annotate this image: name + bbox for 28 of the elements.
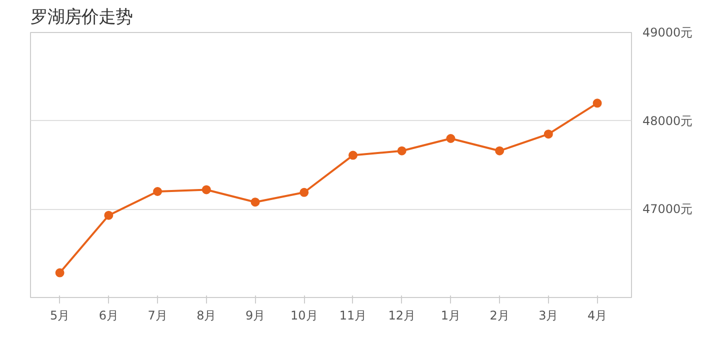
x-tick-label: 11月 (339, 308, 367, 322)
point (300, 188, 309, 197)
y-tick-label: 49000元 (642, 26, 693, 40)
y-tick-label: 47000元 (642, 202, 693, 216)
point (250, 198, 260, 207)
point (348, 150, 358, 160)
x-tick-label: 10月 (290, 308, 318, 322)
y-tick-label: 48000元 (642, 114, 693, 128)
point (153, 187, 162, 196)
point (55, 268, 64, 278)
x-tick-label: 5月 (50, 308, 70, 322)
x-tick-label: 9月 (245, 308, 266, 322)
point (446, 134, 456, 143)
point (104, 210, 114, 220)
x-tick-label: 12月 (388, 308, 416, 322)
x-tick-label: 6月 (98, 308, 118, 322)
chart-title: 罗湖房价走势 (30, 8, 132, 28)
point (202, 185, 211, 194)
x-tick-label: 2月 (490, 308, 510, 322)
point (495, 146, 504, 156)
point (544, 130, 553, 139)
point (397, 146, 406, 156)
x-tick-label: 1月 (440, 308, 461, 322)
x-tick-label: 4月 (587, 308, 608, 322)
x-tick-label: 8月 (196, 308, 216, 322)
point (592, 98, 602, 108)
x-tick-label: 7月 (148, 308, 168, 322)
x-tick-label: 3月 (538, 308, 558, 322)
